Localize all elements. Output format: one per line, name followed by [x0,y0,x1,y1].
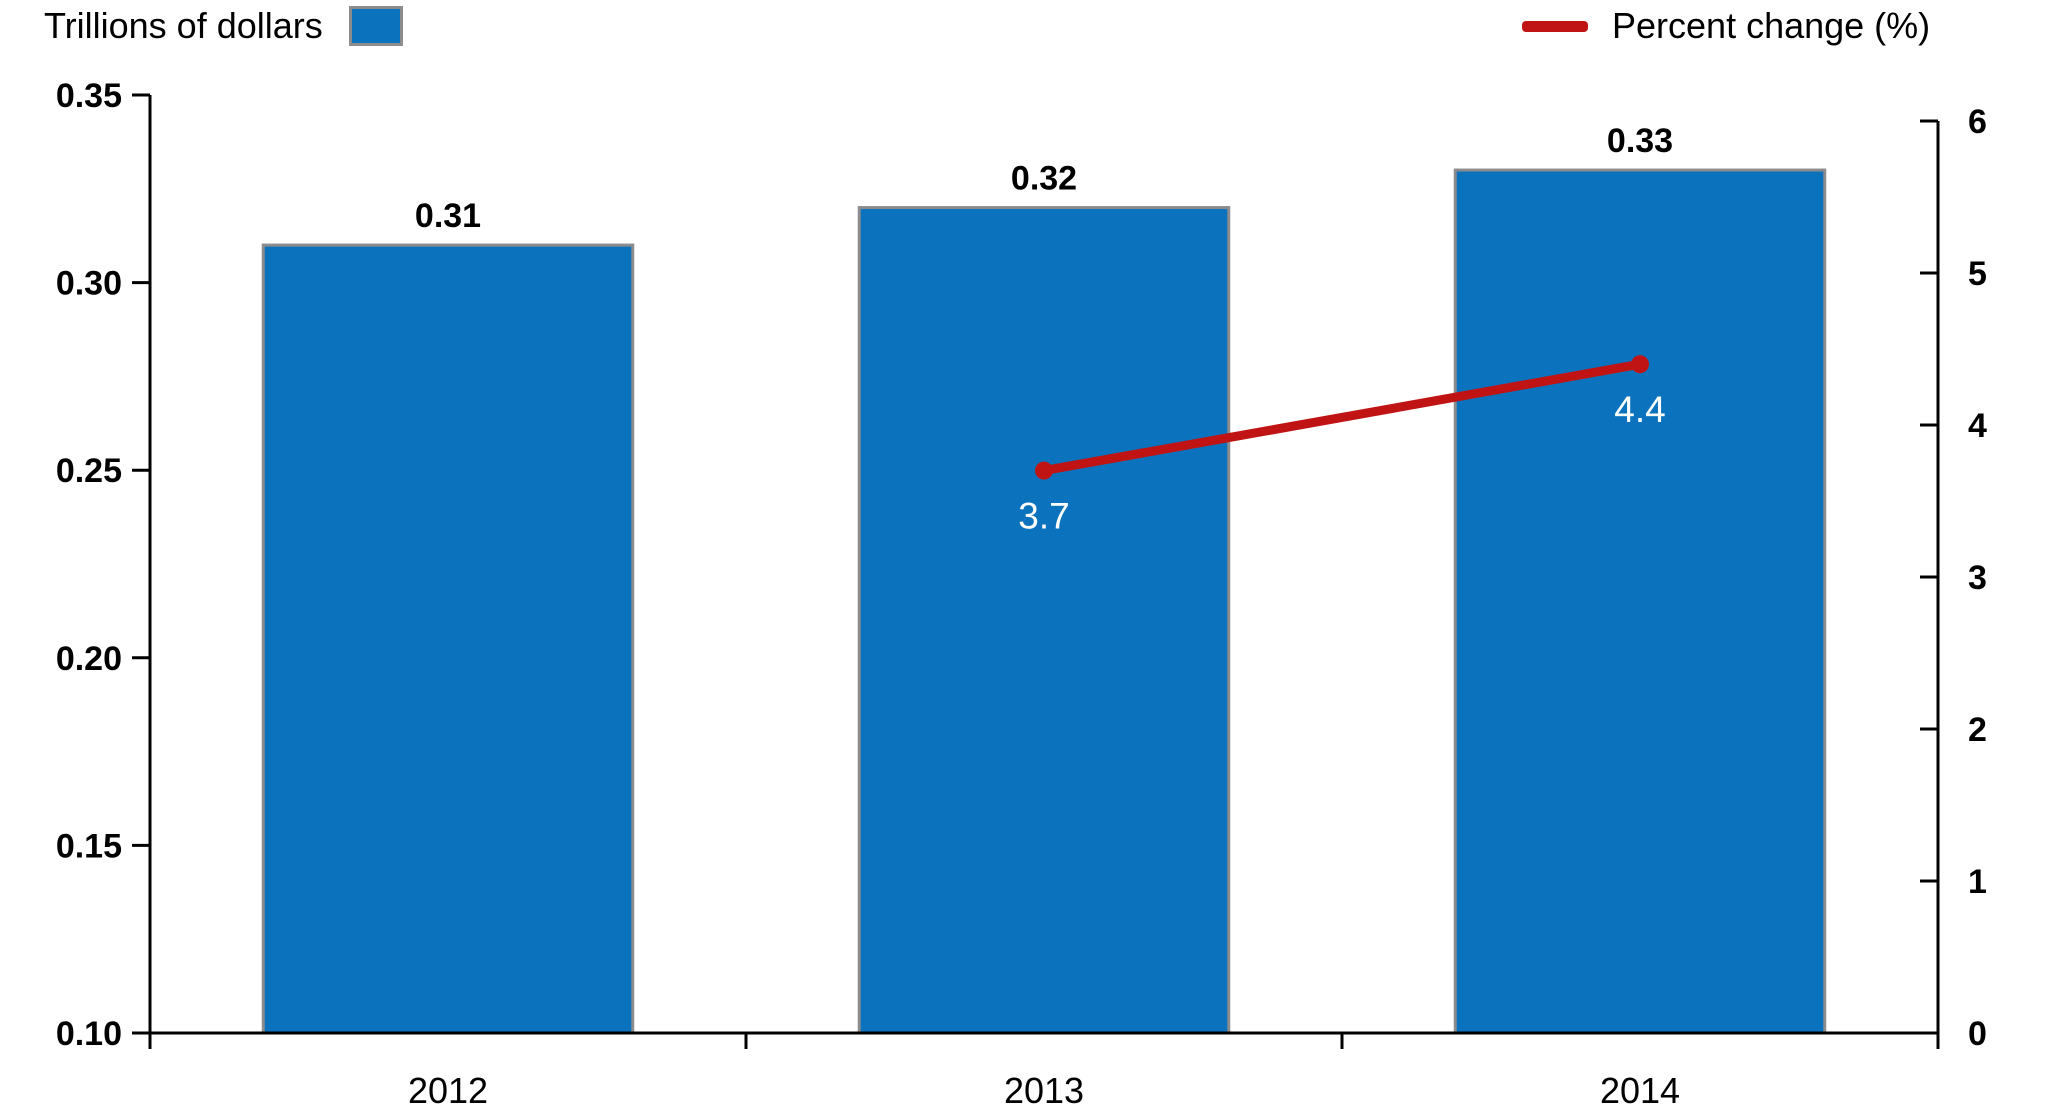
right-axis-tick-label: 5 [1968,255,1987,293]
left-axis-tick-label: 0.30 [56,265,122,303]
bar-series-swatch-icon [348,6,403,46]
left-axis-tick-label: 0.20 [56,640,122,678]
bar-value-label: 0.33 [1607,122,1673,160]
left-axis-tick-label: 0.35 [56,77,122,115]
line-point [1035,461,1053,480]
x-axis-tick-label: 2013 [1004,1070,1084,1111]
bar-value-label: 0.31 [415,197,481,235]
line-series-swatch-icon [1522,20,1588,32]
right-axis-tick-label: 0 [1968,1015,1987,1053]
line-point [1631,355,1649,374]
left-axis-tick-label: 0.10 [56,1015,122,1053]
line-value-label: 4.4 [1614,389,1665,430]
legend-item-trillions: Trillions of dollars [44,2,403,50]
right-axis-tick-label: 2 [1968,711,1987,749]
bar-value-label: 0.32 [1011,160,1077,198]
legend-label-trillions: Trillions of dollars [44,5,323,46]
legend-label-percent-change: Percent change (%) [1612,5,1931,46]
bar-2013 [857,206,1231,1035]
legend-item-percent-change: Percent change (%) [1522,2,1930,50]
bar-2014 [1453,168,1827,1035]
right-axis-tick-label: 3 [1968,559,1987,597]
x-axis-tick-label: 2014 [1600,1070,1680,1111]
percent-change-line [1039,359,1645,476]
x-axis-tick-label: 2012 [408,1070,488,1111]
right-axis-tick-label: 6 [1968,103,1987,141]
left-axis-tick-label: 0.25 [56,452,122,490]
right-axis-tick-label: 4 [1968,407,1987,445]
left-axis-tick-label: 0.15 [56,827,122,865]
right-axis-tick-label: 1 [1968,863,1987,901]
bar-2012 [261,243,635,1035]
line-value-label: 3.7 [1018,496,1069,537]
